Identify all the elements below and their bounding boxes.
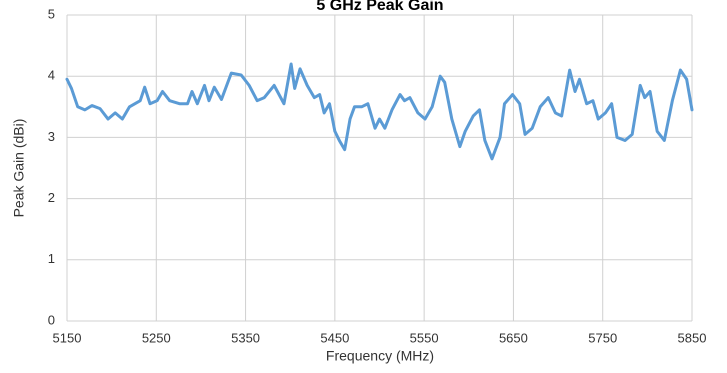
x-tick-label: 5350 [231,330,260,345]
y-tick-label: 2 [48,190,55,205]
x-axis-label: Frequency (MHz) [326,348,434,364]
y-tick-label: 0 [48,312,55,327]
y-axis-label: Peak Gain (dBi) [11,119,27,218]
data-line [65,62,694,161]
x-tick-label: 5850 [678,330,707,345]
x-tick-label: 5150 [53,330,82,345]
y-tick-label: 1 [48,251,55,266]
y-tick-label: 4 [48,68,55,83]
x-tick-label: 5750 [588,330,617,345]
x-tick-label: 5450 [320,330,349,345]
chart-title: 5 GHz Peak Gain [316,0,443,14]
x-tick-label: 5250 [142,330,171,345]
y-tick-label: 5 [48,6,55,21]
x-tick-label: 5650 [499,330,528,345]
y-tick-label: 3 [48,129,55,144]
x-tick-label: 5550 [410,330,439,345]
